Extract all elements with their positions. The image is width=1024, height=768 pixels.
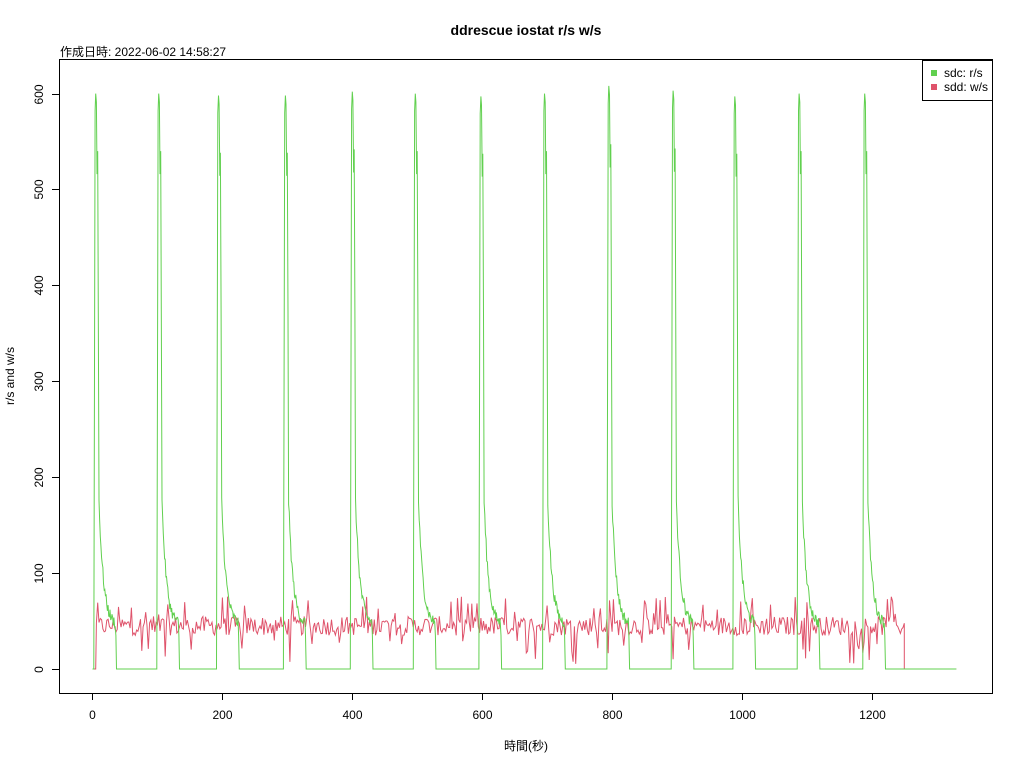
chart-title: ddrescue iostat r/s w/s (451, 22, 602, 38)
x-tick-label: 800 (602, 708, 622, 722)
y-tick-label: 600 (32, 84, 46, 104)
chart-subtitle: 作成日時: 2022-06-02 14:58:27 (60, 45, 226, 59)
x-tick-label: 600 (472, 708, 492, 722)
x-axis-label: 時間(秒) (504, 739, 548, 753)
legend-label-sdc: sdc: r/s (944, 66, 983, 80)
legend-swatch-sdc (931, 70, 937, 76)
x-tick-label: 200 (212, 708, 232, 722)
y-tick-label: 300 (32, 371, 46, 391)
plot-frame (59, 59, 993, 694)
y-axis: 0 100 200 300 400 500 600 (32, 84, 60, 673)
y-tick-label: 100 (32, 563, 46, 583)
x-axis: 0 200 400 600 800 1000 1200 (89, 693, 886, 722)
series-layer (92, 85, 957, 670)
legend-swatch-sdd (931, 84, 937, 90)
x-tick-label: 400 (342, 708, 362, 722)
y-tick-label: 200 (32, 467, 46, 487)
y-tick-label: 400 (32, 275, 46, 295)
legend-label-sdd: sdd: w/s (944, 80, 988, 94)
y-axis-label: r/s and w/s (3, 347, 17, 405)
legend-box (922, 60, 993, 101)
legend: sdc: r/s sdd: w/s (922, 60, 993, 101)
y-tick-label: 500 (32, 179, 46, 199)
series-sdd-ws (92, 596, 957, 670)
series-sdc-rs (92, 85, 957, 670)
x-tick-label: 1000 (729, 708, 756, 722)
x-tick-label: 1200 (859, 708, 886, 722)
y-tick-label: 0 (32, 666, 46, 673)
x-tick-label: 0 (89, 708, 96, 722)
